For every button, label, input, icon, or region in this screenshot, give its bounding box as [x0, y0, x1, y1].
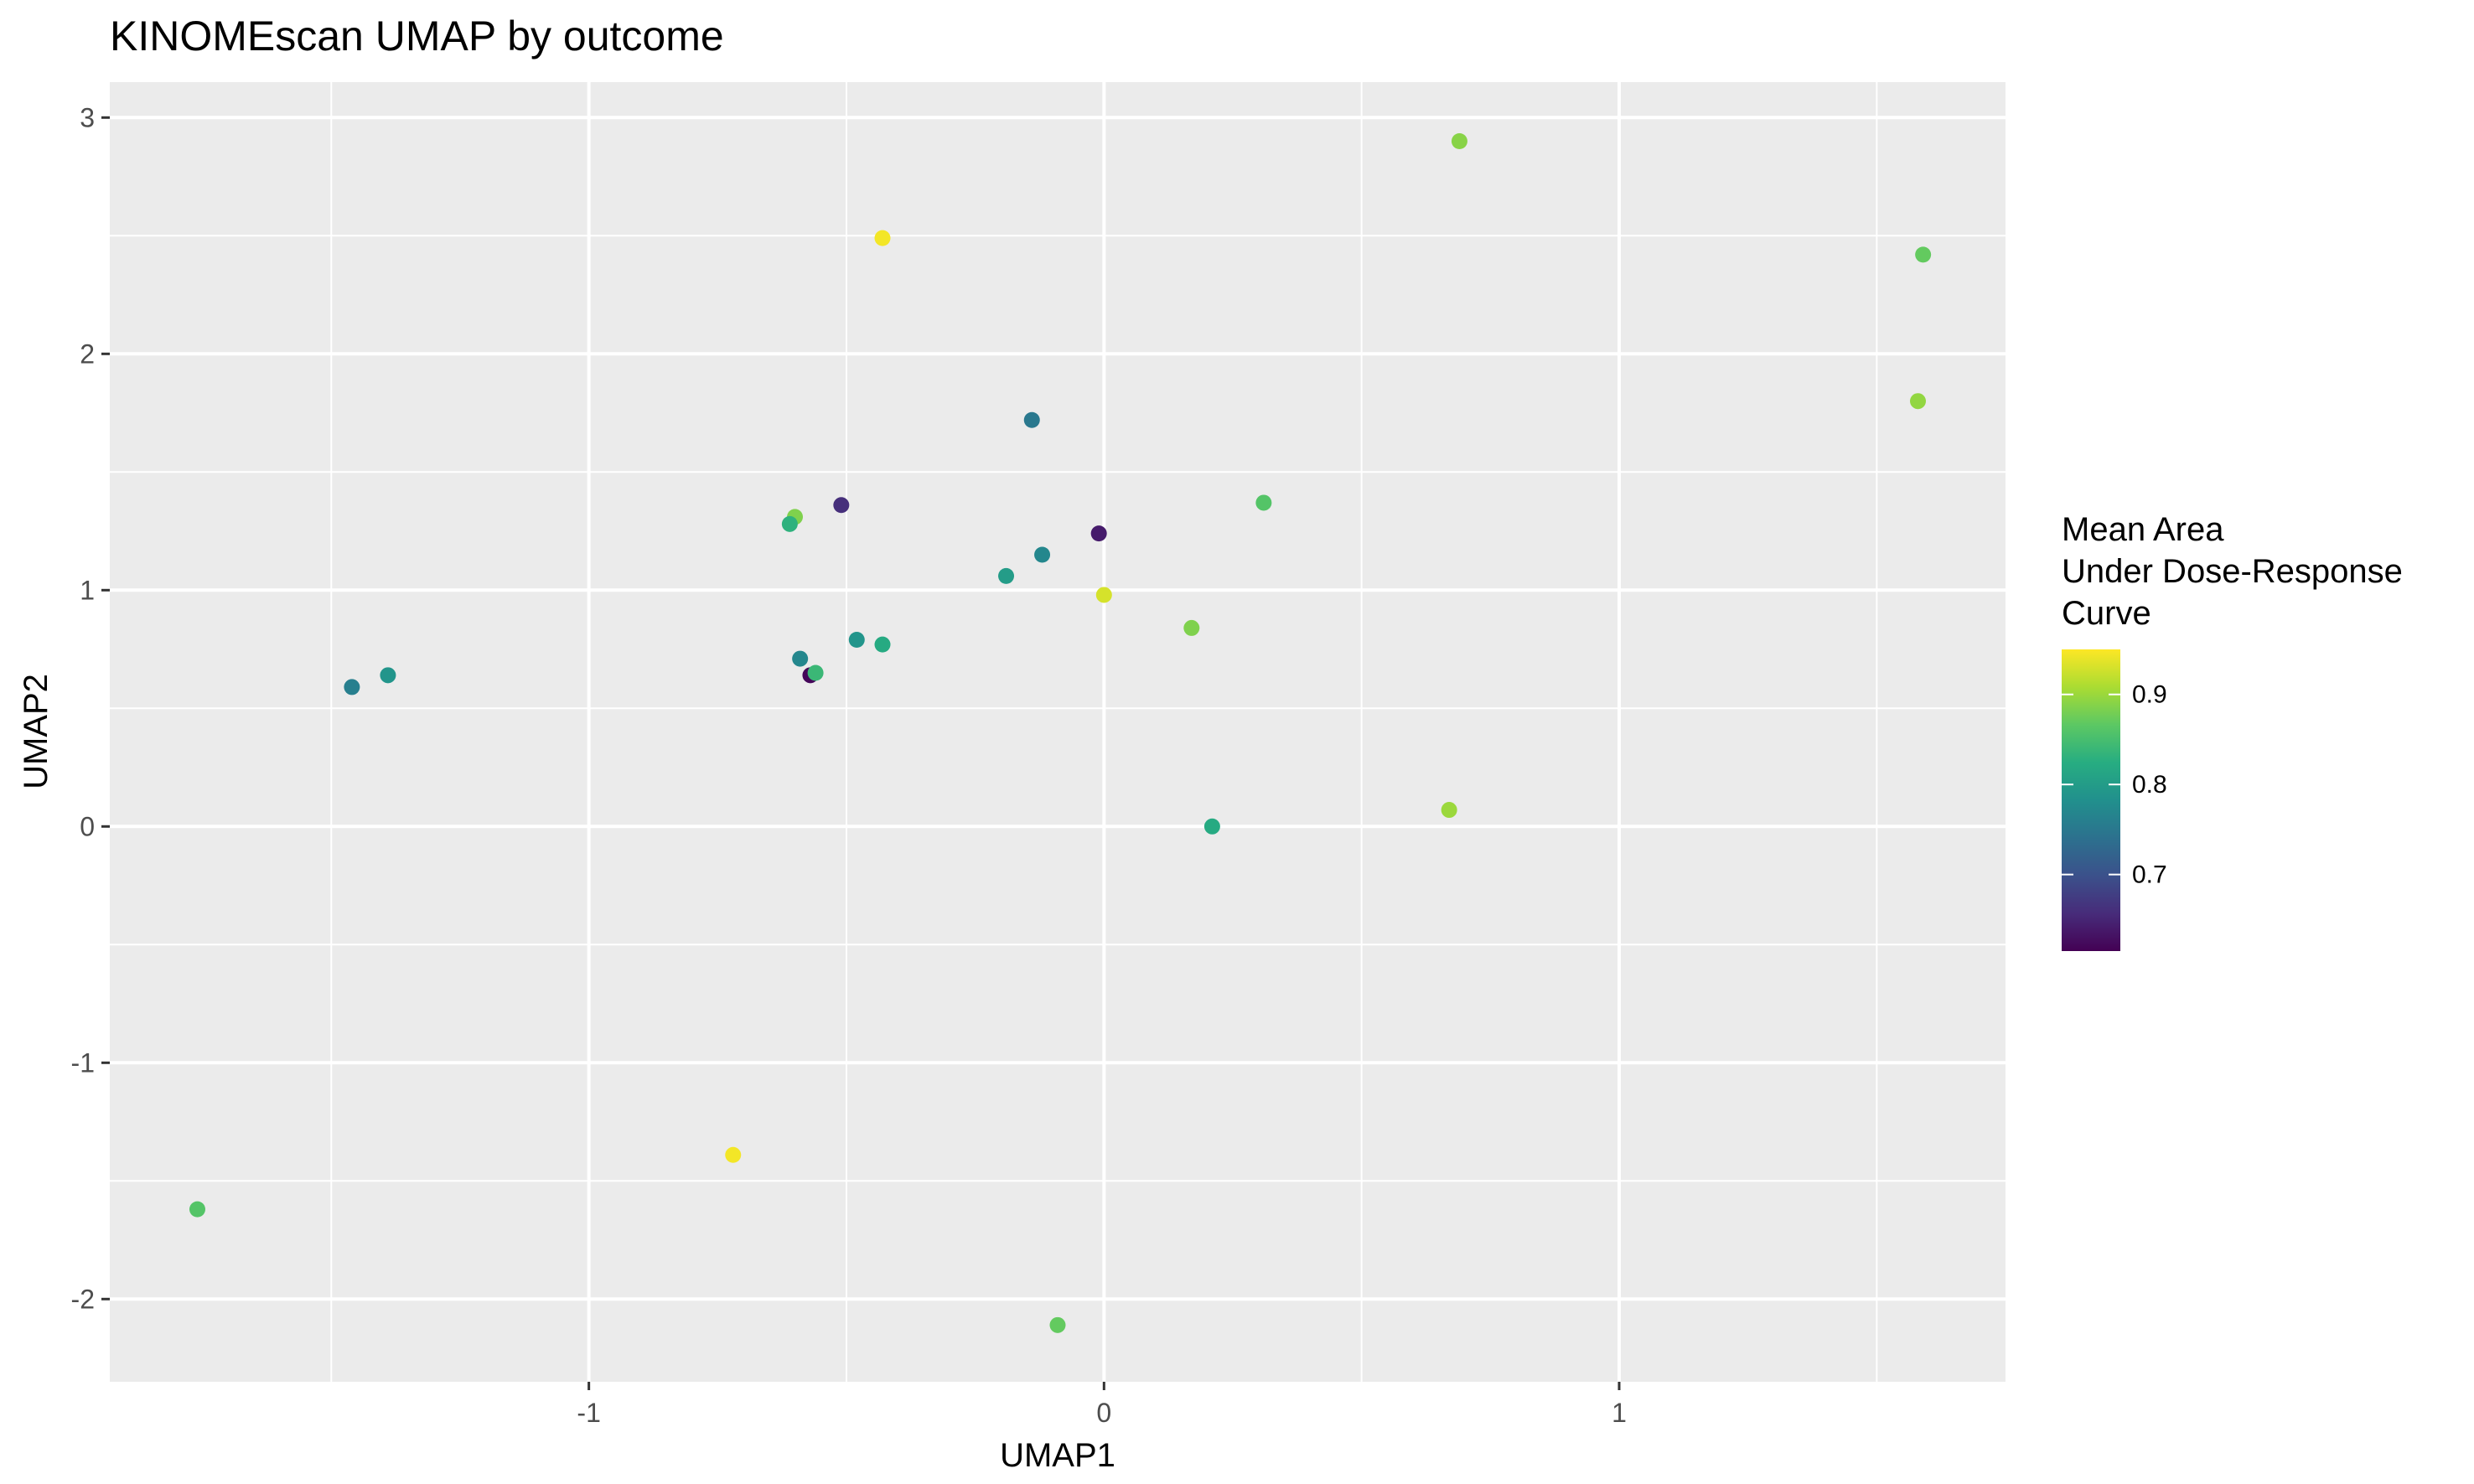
y-axis: -2 -1 0 1 2 3: [71, 102, 110, 1314]
legend-tick-label: 0.8: [2132, 771, 2167, 799]
legend-tick-label: 0.7: [2132, 861, 2167, 889]
data-point: [1441, 802, 1457, 819]
y-tick-label: 3: [80, 102, 95, 132]
data-point: [1095, 587, 1112, 603]
x-tick-label: 1: [1612, 1398, 1627, 1428]
data-point: [189, 1201, 205, 1218]
data-point: [1255, 494, 1272, 511]
legend-title-line-3: Curve: [2062, 595, 2151, 632]
x-tick-label: 0: [1096, 1398, 1111, 1428]
plot-panel: [110, 82, 2006, 1382]
data-point: [1090, 525, 1107, 542]
legend-colorbar: [2062, 649, 2120, 951]
y-tick-label: -1: [71, 1047, 95, 1078]
data-point: [848, 632, 865, 649]
data-point: [874, 636, 891, 653]
legend-tick-label: 0.9: [2132, 681, 2167, 709]
y-tick-label: 1: [80, 575, 95, 605]
data-point: [344, 679, 360, 695]
data-point: [1023, 411, 1040, 428]
data-point: [792, 650, 809, 667]
data-point: [1915, 246, 1932, 263]
data-point: [874, 230, 891, 246]
y-tick-label: -2: [71, 1284, 95, 1314]
data-point: [807, 664, 824, 681]
data-point: [1451, 133, 1467, 149]
y-tick-label: 0: [80, 811, 95, 841]
data-point: [725, 1146, 742, 1163]
data-point: [1910, 393, 1927, 410]
legend-title-line-2: Under Dose-Response: [2062, 553, 2403, 590]
x-axis-title: UMAP1: [1000, 1437, 1115, 1474]
x-tick-label: -1: [577, 1398, 600, 1428]
y-tick-label: 2: [80, 339, 95, 369]
grid-major: [110, 82, 2006, 1382]
color-legend: Mean Area Under Dose-Response Curve 0.70…: [2062, 511, 2403, 951]
data-point: [380, 667, 396, 684]
data-point: [1034, 546, 1051, 563]
data-point: [1203, 818, 1220, 835]
data-point: [1049, 1316, 1066, 1333]
legend-title-line-1: Mean Area: [2062, 511, 2224, 548]
points-layer: [189, 133, 1932, 1333]
data-point: [781, 515, 798, 532]
grid-minor: [110, 82, 2006, 1382]
data-point: [833, 497, 850, 514]
x-axis: -1 0 1: [577, 1382, 1627, 1428]
chart-title: KINOMEscan UMAP by outcome: [110, 13, 724, 59]
data-point: [998, 567, 1015, 584]
legend-ticks: 0.7 0.8 0.9: [2062, 681, 2167, 889]
y-axis-title: UMAP2: [18, 674, 54, 789]
data-point: [1183, 619, 1200, 636]
